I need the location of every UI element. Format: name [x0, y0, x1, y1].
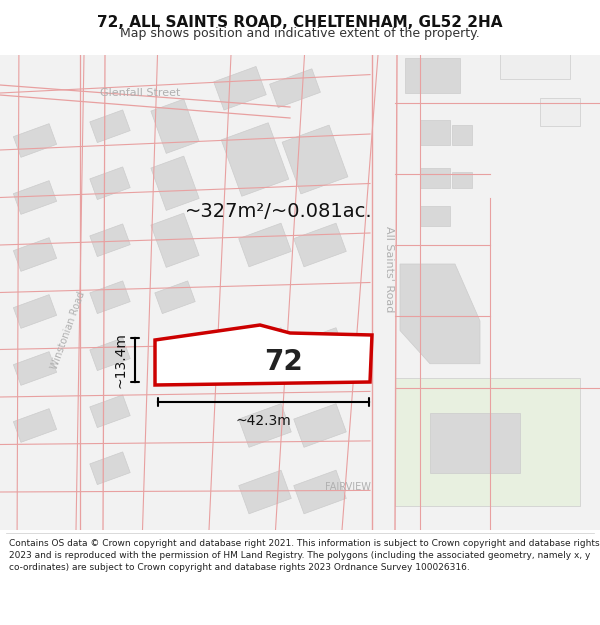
Text: ~13.4m: ~13.4m: [113, 332, 127, 388]
Polygon shape: [151, 156, 199, 211]
Polygon shape: [151, 99, 199, 153]
Bar: [420, 206, 450, 226]
Polygon shape: [0, 85, 290, 118]
Polygon shape: [294, 223, 346, 267]
Bar: [500, 34, 570, 79]
Text: ~42.3m: ~42.3m: [236, 414, 292, 428]
Polygon shape: [155, 281, 195, 314]
Bar: [540, 98, 580, 126]
Bar: [452, 125, 472, 145]
Polygon shape: [239, 328, 291, 371]
Text: ~327m²/~0.081ac.: ~327m²/~0.081ac.: [185, 202, 373, 221]
Polygon shape: [13, 181, 56, 214]
Text: FAIRVIEW: FAIRVIEW: [325, 482, 371, 492]
Polygon shape: [395, 378, 580, 506]
Polygon shape: [294, 404, 346, 448]
Polygon shape: [90, 452, 130, 484]
Polygon shape: [90, 110, 130, 142]
Text: 72: 72: [263, 348, 302, 376]
Polygon shape: [372, 55, 397, 530]
Polygon shape: [90, 167, 130, 199]
Polygon shape: [13, 238, 56, 271]
Polygon shape: [239, 470, 291, 514]
Bar: [420, 168, 450, 188]
Polygon shape: [239, 223, 291, 267]
Bar: [430, 413, 520, 473]
Polygon shape: [13, 409, 56, 442]
Polygon shape: [13, 352, 56, 386]
Polygon shape: [221, 122, 289, 196]
Polygon shape: [269, 69, 320, 108]
Text: Winstonian Road: Winstonian Road: [49, 290, 87, 371]
Polygon shape: [90, 281, 130, 314]
Bar: [452, 172, 472, 188]
Text: Glenfall Street: Glenfall Street: [100, 88, 181, 98]
Text: Contains OS data © Crown copyright and database right 2021. This information is : Contains OS data © Crown copyright and d…: [9, 539, 599, 572]
Polygon shape: [155, 325, 372, 385]
Polygon shape: [239, 404, 291, 448]
Polygon shape: [90, 395, 130, 428]
Polygon shape: [13, 124, 56, 158]
Polygon shape: [155, 338, 195, 371]
Text: 72, ALL SAINTS ROAD, CHELTENHAM, GL52 2HA: 72, ALL SAINTS ROAD, CHELTENHAM, GL52 2H…: [97, 16, 503, 31]
Polygon shape: [400, 264, 480, 364]
Polygon shape: [90, 338, 130, 371]
Bar: [405, 58, 460, 93]
Polygon shape: [90, 224, 130, 257]
Polygon shape: [282, 125, 348, 194]
Polygon shape: [214, 66, 266, 110]
Bar: [420, 120, 450, 145]
Polygon shape: [294, 470, 346, 514]
Polygon shape: [13, 294, 56, 328]
Text: Map shows position and indicative extent of the property.: Map shows position and indicative extent…: [120, 27, 480, 39]
Text: All Saints' Road: All Saints' Road: [384, 226, 394, 312]
Polygon shape: [151, 213, 199, 268]
Polygon shape: [80, 55, 105, 530]
Polygon shape: [294, 328, 346, 371]
